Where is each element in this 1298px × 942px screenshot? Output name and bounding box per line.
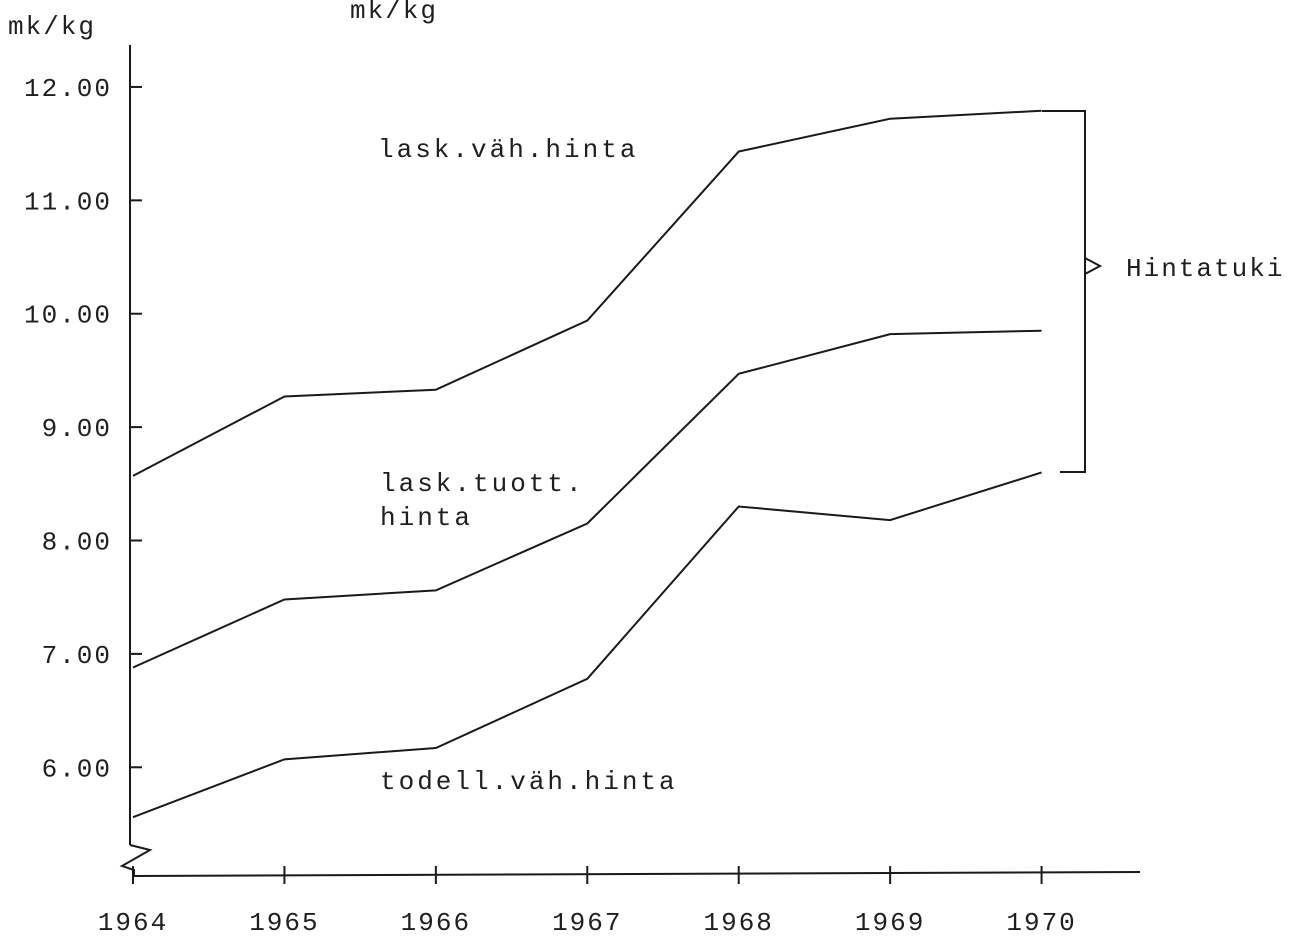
y-axis-label: mk/kg: [8, 12, 96, 42]
series-line: [132, 109, 1042, 477]
x-tick-label: 1966: [401, 908, 471, 938]
annotation: Hintatuki: [1126, 254, 1284, 284]
x-tick-label: 1964: [98, 908, 168, 938]
bracket-point: [1084, 257, 1103, 275]
y-tick-label: 6.00: [42, 754, 112, 784]
series-line: [132, 471, 1042, 819]
x-axis: [133, 871, 1141, 877]
annotation: mk/kg: [350, 0, 438, 26]
y-tick-label: 10.00: [24, 301, 112, 331]
y-tick-label: 9.00: [42, 414, 112, 444]
series-label: lask.tuott. hinta: [380, 469, 585, 533]
x-tick-label: 1970: [1006, 908, 1076, 938]
series-line: [132, 329, 1042, 669]
y-tick-label: 11.00: [24, 187, 112, 217]
y-tick-label: 12.00: [24, 74, 112, 104]
series-label: lask.väh.hinta: [378, 135, 639, 165]
series-label: todell.väh.hinta: [380, 767, 678, 797]
x-tick-label: 1968: [704, 908, 774, 938]
y-tick-label: 8.00: [42, 528, 112, 558]
x-tick-label: 1967: [552, 908, 622, 938]
bracket: [1042, 110, 1086, 473]
y-tick-label: 7.00: [42, 641, 112, 671]
axis-break: [119, 844, 153, 876]
x-tick-label: 1965: [249, 908, 319, 938]
x-tick-label: 1969: [855, 908, 925, 938]
